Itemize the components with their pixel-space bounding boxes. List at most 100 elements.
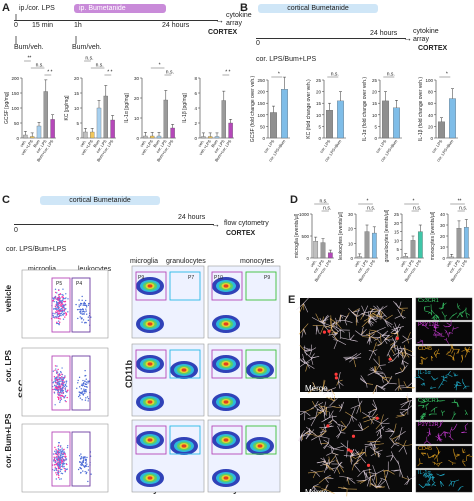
microglia-process — [340, 420, 347, 428]
microglia-process — [354, 449, 361, 456]
channel-signal — [451, 356, 455, 361]
channel-signal — [423, 382, 426, 386]
channel-signal — [422, 405, 425, 408]
flow-event — [83, 385, 86, 388]
channel-signal — [419, 322, 426, 327]
channel-signal — [447, 374, 453, 377]
microglia-process — [305, 349, 312, 352]
microglia-process — [363, 316, 371, 322]
microglia-process — [348, 331, 351, 340]
microglia-process — [304, 407, 314, 412]
gate-microglia — [135, 349, 167, 379]
microglia-process — [399, 387, 407, 389]
microglia-process — [339, 329, 342, 339]
microglia-process — [316, 460, 326, 464]
channel-signal — [450, 437, 454, 441]
channel-signal — [424, 310, 431, 313]
cell-marker — [334, 376, 339, 380]
flow-event — [57, 299, 59, 301]
channel-signal — [434, 456, 437, 460]
microglia-process — [363, 312, 365, 317]
flow-event — [60, 300, 62, 302]
channel-signal — [424, 483, 431, 486]
microglia-process — [324, 474, 331, 479]
flow-event — [85, 397, 87, 399]
microglia-process — [371, 312, 381, 318]
microglia-process — [407, 332, 411, 340]
microglia-process — [326, 459, 330, 466]
flow-event — [82, 308, 84, 311]
microglia-process — [324, 477, 329, 483]
microglia-process — [365, 474, 374, 481]
microglia-process — [362, 336, 370, 338]
panel-d-chart-0-tick-label: 0 — [306, 256, 309, 261]
panel-d-chart-0-ylabel: microglia [events/µl] — [294, 213, 300, 258]
microglia-process — [370, 336, 379, 341]
flow-event — [78, 308, 80, 311]
channel-signal — [441, 383, 444, 385]
microglia-process — [366, 383, 368, 388]
flow-event — [75, 303, 77, 306]
flow-event — [59, 451, 61, 454]
gate-p4 — [71, 355, 91, 411]
channel-signal — [464, 409, 467, 413]
flow-event — [59, 303, 61, 305]
microglia-process — [349, 357, 354, 363]
flow-event — [83, 389, 85, 391]
microglia-process — [322, 379, 325, 389]
flow-event — [65, 459, 67, 461]
microglia-process — [315, 409, 318, 418]
flow-event — [61, 301, 63, 303]
microglia-process — [359, 404, 361, 413]
panel-b-chart-2-tick-label: 20 — [372, 90, 378, 95]
microglia-process — [343, 455, 352, 457]
microglia-process — [401, 408, 408, 414]
microglia-process — [310, 406, 316, 410]
panel-c-timeline-arrow: → — [211, 219, 220, 229]
panel-d-chart-1-bar — [364, 231, 370, 259]
microglia-process — [300, 411, 306, 416]
flow-density-contour — [223, 284, 229, 288]
flow-event — [55, 386, 57, 389]
microglia-process — [325, 460, 335, 465]
microglia-process — [351, 356, 358, 360]
panel-a-chart-3-tick-label: 0 — [194, 136, 197, 141]
channel-signal — [417, 374, 421, 378]
microglia-process — [330, 389, 334, 399]
microglia-process — [398, 435, 401, 441]
flow-event — [83, 456, 85, 459]
flow-event — [87, 316, 90, 318]
microglia-process — [312, 401, 316, 407]
microglia-process — [318, 433, 325, 437]
microglia-process — [304, 350, 308, 356]
panel-a-chart-0-sig-label: n.s. — [36, 63, 44, 69]
microglia-process — [307, 387, 316, 394]
channel-signal — [463, 451, 466, 454]
microglia-process — [372, 418, 381, 423]
flow-event — [60, 445, 62, 447]
flow-event — [85, 381, 88, 383]
channel-signal — [465, 312, 468, 319]
gate-right — [245, 425, 277, 455]
flow-event — [56, 311, 58, 313]
flow-event — [62, 377, 65, 379]
microglia-process — [376, 384, 386, 390]
flow-event — [61, 388, 63, 390]
panel-a-chart-0-tick-label: 100 — [11, 106, 19, 111]
microglia-process — [336, 467, 341, 475]
flow-event — [57, 450, 59, 452]
panel-d-chart-2-sig-label: n.s. — [413, 206, 421, 212]
microglia-process — [307, 417, 316, 419]
microglia-process — [323, 389, 332, 395]
channel-signal — [419, 458, 421, 464]
tile-label-cx3cr1-top: Cx3CR1 — [418, 298, 439, 304]
microglia-process — [392, 455, 399, 464]
panel-a-chart-3-tick-label: 8 — [194, 76, 197, 81]
flow-event — [54, 446, 56, 449]
microglia-process — [375, 483, 377, 489]
microglia-process — [378, 479, 387, 487]
col2-label-microglia: microglia — [130, 258, 159, 265]
flow-event — [81, 321, 83, 323]
flow-event — [59, 455, 62, 457]
